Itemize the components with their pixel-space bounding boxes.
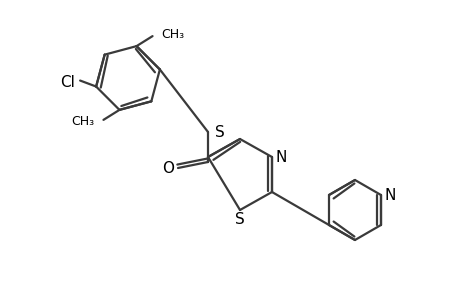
Text: CH₃: CH₃ xyxy=(161,28,184,40)
Text: N: N xyxy=(275,149,286,164)
Text: N: N xyxy=(383,188,395,202)
Text: Cl: Cl xyxy=(60,75,74,90)
Text: S: S xyxy=(235,212,244,227)
Text: S: S xyxy=(215,124,224,140)
Text: CH₃: CH₃ xyxy=(71,116,94,128)
Text: O: O xyxy=(162,160,174,175)
